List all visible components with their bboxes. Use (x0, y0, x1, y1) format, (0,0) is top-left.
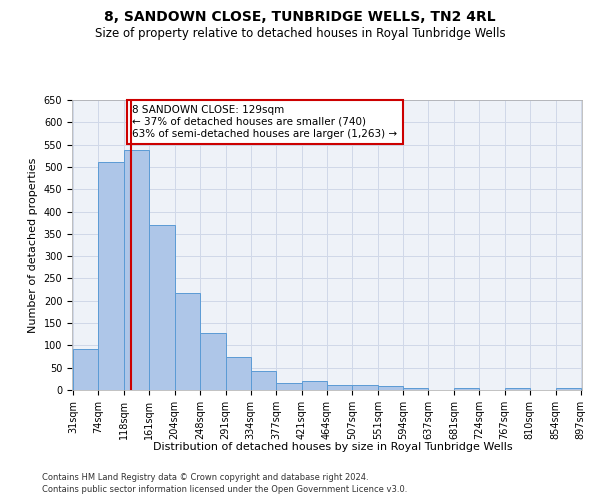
Bar (226, 358, 251, 390)
Bar (175, 292, 200, 390)
Y-axis label: Number of detached properties: Number of detached properties (28, 158, 38, 332)
Bar (200, 333, 226, 390)
Text: 8, SANDOWN CLOSE, TUNBRIDGE WELLS, TN2 4RL: 8, SANDOWN CLOSE, TUNBRIDGE WELLS, TN2 4… (104, 10, 496, 24)
Bar (454, 388, 479, 390)
Bar (378, 386, 403, 390)
Bar (251, 371, 276, 390)
Bar (327, 384, 352, 390)
Bar (149, 226, 175, 390)
Bar (73, 348, 98, 390)
Text: Contains public sector information licensed under the Open Government Licence v3: Contains public sector information licen… (42, 485, 407, 494)
Bar (276, 383, 302, 390)
Bar (124, 150, 149, 390)
Bar (505, 388, 530, 390)
Bar (302, 381, 327, 390)
Bar (403, 388, 428, 390)
Text: Contains HM Land Registry data © Crown copyright and database right 2024.: Contains HM Land Registry data © Crown c… (42, 472, 368, 482)
Bar (352, 384, 378, 390)
Text: Size of property relative to detached houses in Royal Tunbridge Wells: Size of property relative to detached ho… (95, 28, 505, 40)
Bar (556, 388, 581, 390)
Bar (98, 162, 124, 390)
Text: Distribution of detached houses by size in Royal Tunbridge Wells: Distribution of detached houses by size … (153, 442, 513, 452)
Text: 8 SANDOWN CLOSE: 129sqm
← 37% of detached houses are smaller (740)
63% of semi-d: 8 SANDOWN CLOSE: 129sqm ← 37% of detache… (133, 106, 398, 138)
